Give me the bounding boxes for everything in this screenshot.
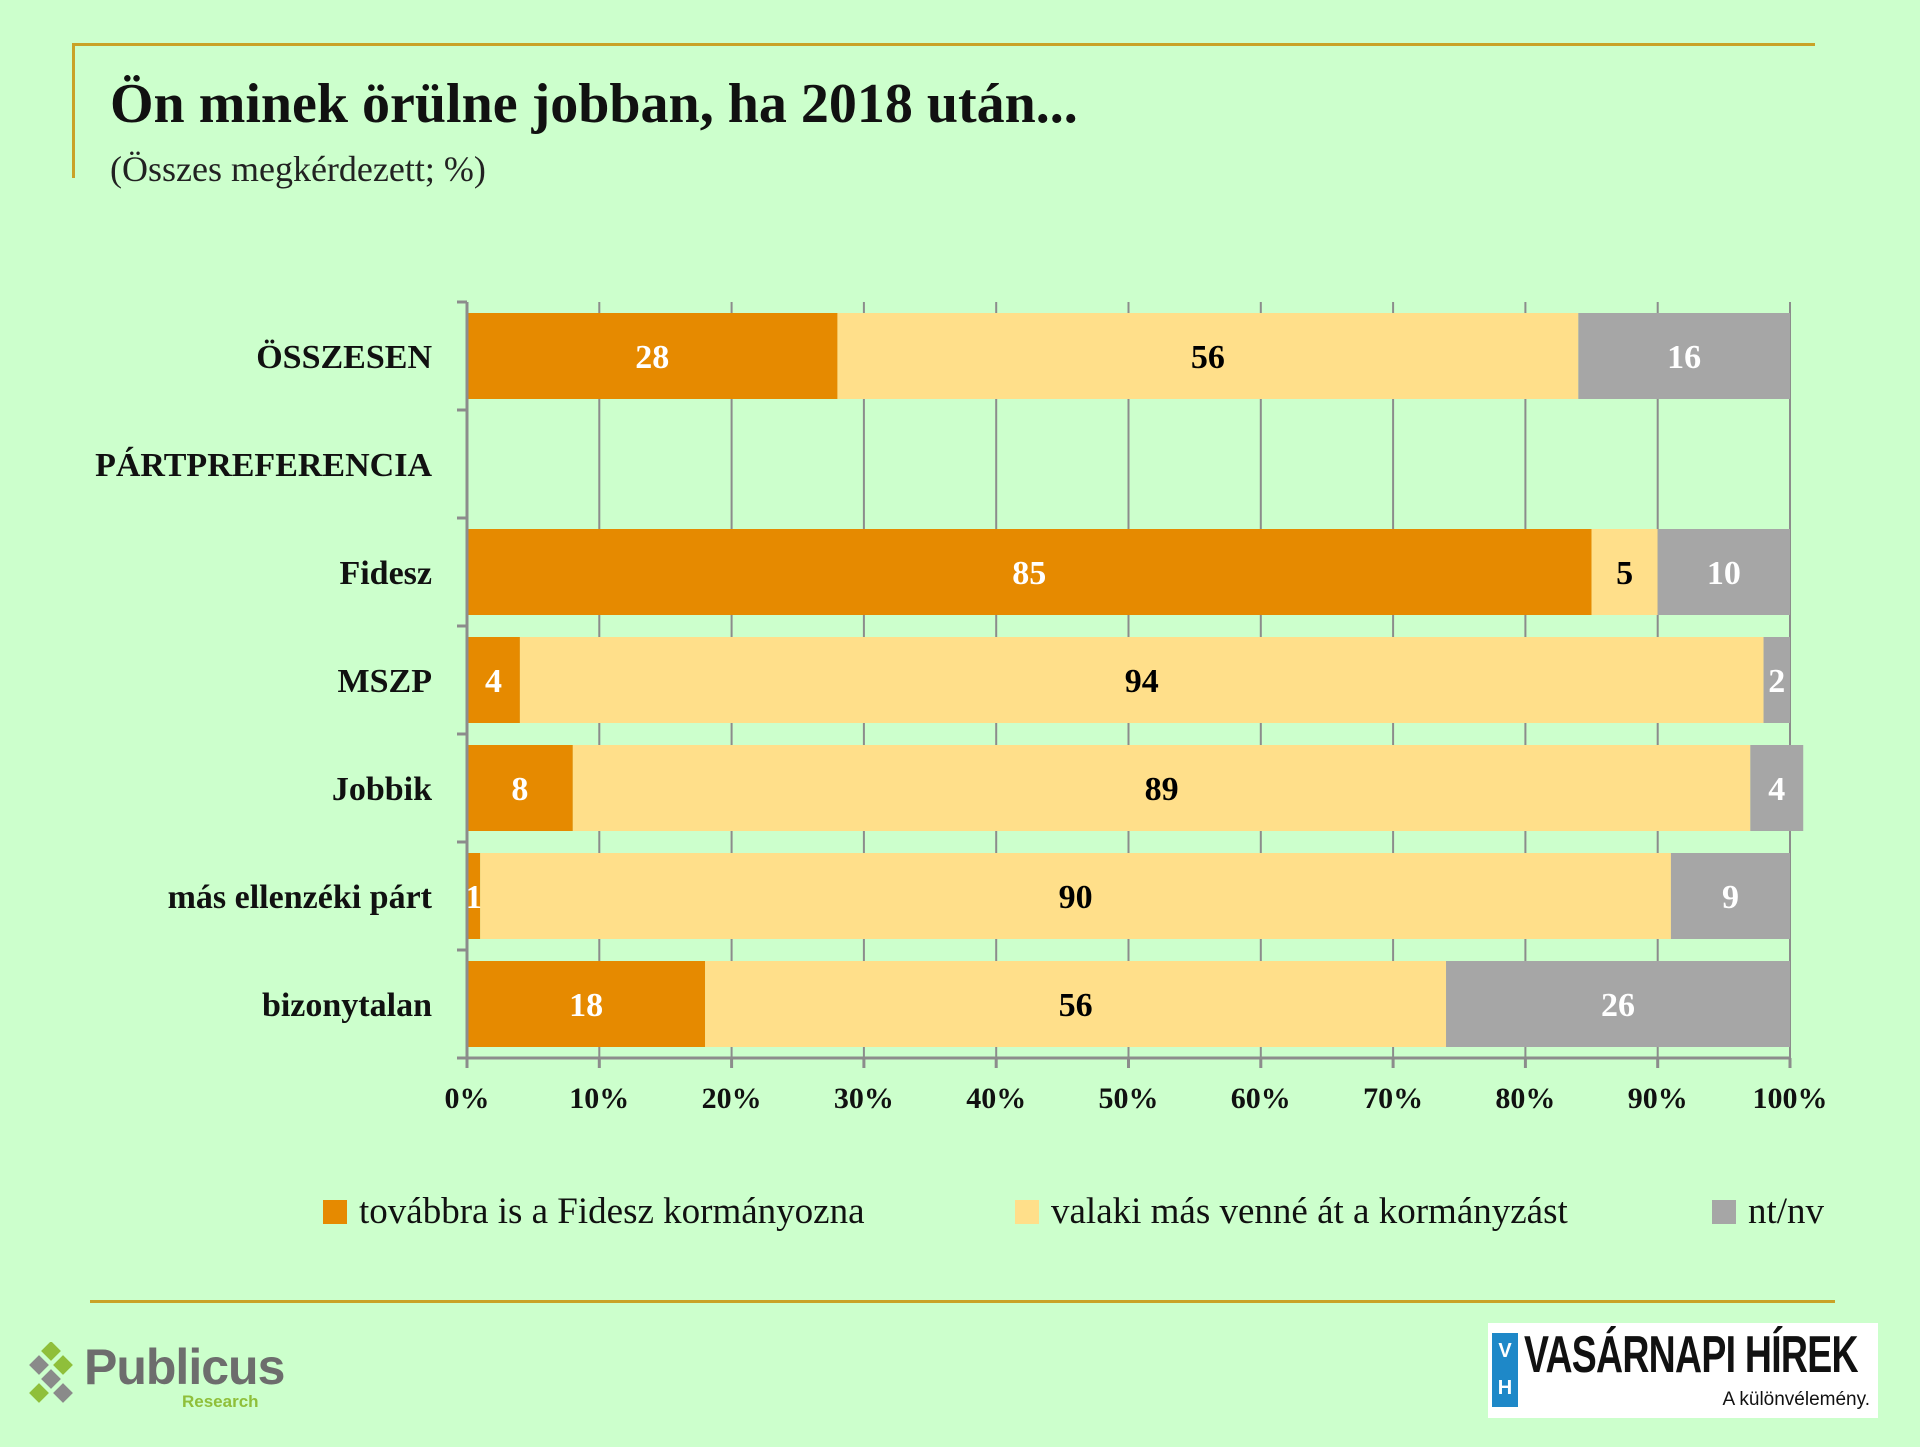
publicus-diamond-icon xyxy=(29,1342,73,1403)
chart-subtitle: (Összes megkérdezett; %) xyxy=(110,149,486,189)
x-tick-label: 70% xyxy=(1363,1082,1423,1110)
bar-segment xyxy=(480,853,1671,939)
data-label: 56 xyxy=(1191,339,1225,376)
x-tick-label: 90% xyxy=(1628,1082,1688,1110)
bar-segment xyxy=(1591,529,1658,615)
vh-name: VASÁRNAPI HÍREK xyxy=(1524,1326,1859,1384)
x-tick-label: 100% xyxy=(1753,1082,1828,1110)
data-label: 56 xyxy=(1059,987,1093,1024)
x-tick-label: 30% xyxy=(834,1082,894,1110)
category-label: ÖSSZESEN xyxy=(256,339,432,376)
data-label: 5 xyxy=(1616,555,1633,592)
bar-segment xyxy=(1657,529,1790,615)
data-label: 8 xyxy=(511,771,528,808)
data-label: 89 xyxy=(1145,771,1179,808)
chart-title: Ön minek örülne jobban, ha 2018 után... xyxy=(110,73,1078,135)
vh-badge-top: V xyxy=(1498,1340,1512,1362)
legend-item-mas: valaki más venné át a kormányzást xyxy=(1015,1190,1568,1233)
bar-segment xyxy=(705,961,1447,1047)
data-label: 4 xyxy=(1768,771,1785,808)
category-label: Fidesz xyxy=(339,555,432,592)
x-tick-label: 20% xyxy=(702,1082,762,1110)
data-label: 85 xyxy=(1012,555,1046,592)
legend-swatch-mas xyxy=(1015,1199,1039,1224)
bar-segment xyxy=(467,529,1592,615)
category-label: MSZP xyxy=(338,663,432,700)
bar-segment xyxy=(1446,961,1790,1047)
bar-segment xyxy=(1578,313,1790,399)
x-tick-label: 10% xyxy=(569,1082,629,1110)
frame-left-line xyxy=(72,43,75,178)
bar-segment xyxy=(467,313,838,399)
category-label: bizonytalan xyxy=(262,987,432,1024)
frame-top-line xyxy=(72,43,1815,46)
data-label: 1 xyxy=(465,879,482,916)
publicus-sub: Research xyxy=(182,1392,259,1411)
vh-tagline: A különvélemény. xyxy=(1722,1389,1870,1410)
category-label: Jobbik xyxy=(332,771,432,808)
bar-segment xyxy=(837,313,1579,399)
legend-item-ntnv: nt/nv xyxy=(1712,1190,1824,1233)
data-label: 2 xyxy=(1768,663,1785,700)
publicus-logo: Publicus Research xyxy=(24,1338,285,1418)
bar-segment xyxy=(467,745,573,831)
footer-line xyxy=(90,1300,1835,1303)
data-label: 16 xyxy=(1667,339,1701,376)
legend-swatch-fidesz xyxy=(323,1199,347,1224)
publicus-name: Publicus xyxy=(84,1339,285,1395)
data-label: 4 xyxy=(485,663,502,700)
x-tick-label: 0% xyxy=(445,1082,490,1110)
bar-segment xyxy=(1763,637,1790,723)
bar-segment xyxy=(467,637,520,723)
x-tick-label: 60% xyxy=(1231,1082,1291,1110)
bar-segment xyxy=(572,745,1751,831)
data-label: 26 xyxy=(1601,987,1635,1024)
bar-segment xyxy=(467,961,706,1047)
category-label: PÁRTPREFERENCIA xyxy=(95,447,432,484)
bar-segment xyxy=(1670,853,1790,939)
legend-label-ntnv: nt/nv xyxy=(1748,1191,1825,1232)
bar-segment xyxy=(467,853,481,939)
x-tick-label: 80% xyxy=(1495,1082,1555,1110)
data-label: 94 xyxy=(1125,663,1159,700)
legend-label-fidesz: továbbra is a Fidesz kormányozna xyxy=(359,1191,865,1232)
x-tick-label: 50% xyxy=(1099,1082,1159,1110)
legend-label-mas: valaki más venné át a kormányzást xyxy=(1051,1191,1568,1232)
data-label: 10 xyxy=(1707,555,1741,592)
legend-swatch-ntnv xyxy=(1712,1199,1736,1224)
bar-segment xyxy=(1750,745,1804,831)
data-label: 18 xyxy=(569,987,603,1024)
vasarnapi-hirek-logo: V H VASÁRNAPI HÍREK A különvélemény. xyxy=(1488,1323,1878,1418)
bar-segment xyxy=(519,637,1764,723)
category-label: más ellenzéki párt xyxy=(168,879,433,916)
x-tick-label: 40% xyxy=(966,1082,1026,1110)
legend-item-fidesz: továbbra is a Fidesz kormányozna xyxy=(323,1190,865,1233)
data-label: 28 xyxy=(635,339,669,376)
data-label: 90 xyxy=(1059,879,1093,916)
vh-badge-icon: V H xyxy=(1492,1333,1518,1407)
data-label: 9 xyxy=(1722,879,1739,916)
vh-badge-bottom: H xyxy=(1497,1377,1513,1399)
